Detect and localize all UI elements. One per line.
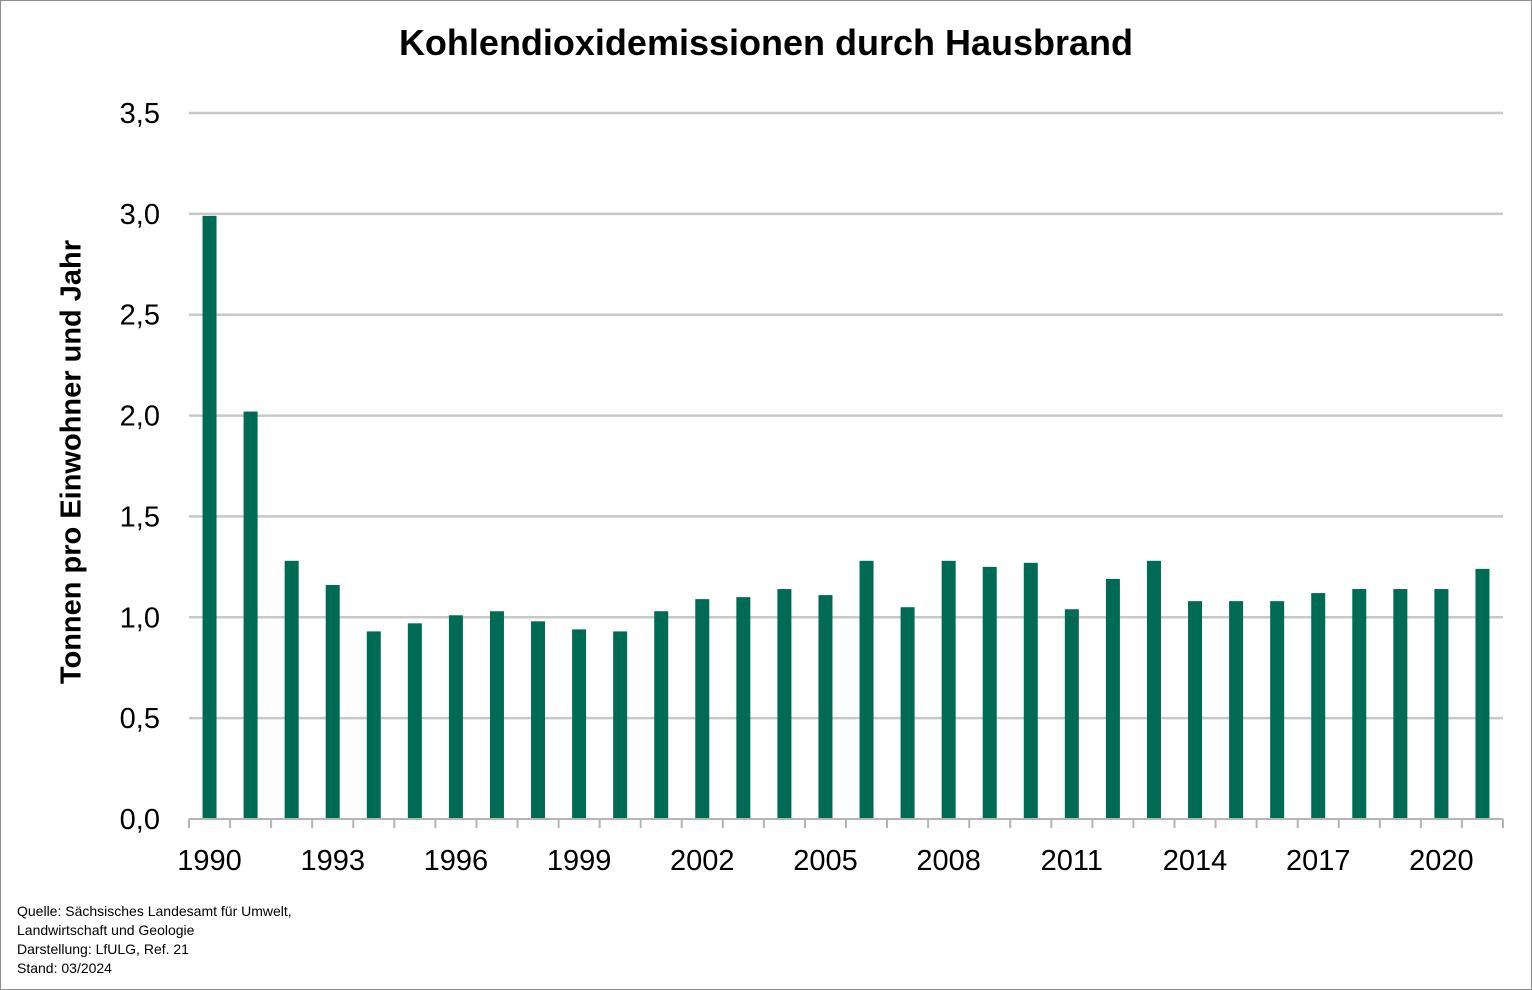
bar [1188,601,1203,819]
bar [654,611,669,819]
bar [1393,589,1408,819]
x-tick-label: 2008 [916,845,981,877]
bar [366,631,381,819]
bar [531,621,546,819]
y-tick-label: 3,0 [120,199,160,231]
bar [1311,593,1326,819]
bar [859,560,874,819]
bar [1229,601,1244,819]
bar [695,599,710,819]
bar [1352,589,1367,819]
x-tick-label: 2005 [793,845,858,877]
chart-title: Kohlendioxidemissionen durch Hausbrand [398,22,1134,63]
bar [736,597,751,819]
x-tick-label: 2017 [1286,845,1351,877]
bar [982,566,997,819]
x-tick-label: 1990 [177,845,242,877]
y-tick-label: 3,5 [120,98,160,130]
bar [243,411,258,819]
bar [1434,589,1449,819]
bar [1270,601,1285,819]
source-line: Darstellung: LfULG, Ref. 21 [17,941,189,957]
bar [407,623,422,819]
bar [818,595,833,819]
source-line: Quelle: Sächsisches Landesamt für Umwelt… [17,903,292,919]
x-tick-label: 2014 [1163,845,1228,877]
bar [448,615,463,819]
y-tick-label: 0,0 [120,804,160,836]
x-tick-label: 1993 [300,845,365,877]
bar [202,215,217,820]
x-tick-label: 1996 [424,845,489,877]
y-tick-label: 0,5 [120,703,160,735]
x-tick-label: 2011 [1041,845,1103,877]
bar [325,585,340,819]
bar [489,611,504,819]
bar [1475,568,1490,819]
y-tick-label: 2,5 [120,300,160,332]
bar [900,607,915,819]
bar [1105,578,1120,819]
bar [284,560,299,819]
bar [613,631,628,819]
bar [941,560,956,819]
y-tick-label: 1,5 [120,501,160,533]
y-tick-label: 1,0 [120,602,160,634]
source-note: Quelle: Sächsisches Landesamt für Umwelt… [17,902,292,978]
bar [777,589,792,819]
bar [1064,609,1079,819]
bar [1146,560,1161,819]
bar [1023,562,1038,819]
y-tick-label: 2,0 [120,401,160,433]
x-tick-label: 1999 [547,845,612,877]
bar [572,629,587,819]
source-line: Landwirtschaft und Geologie [17,922,195,938]
x-tick-label: 2020 [1409,845,1474,877]
x-tick-label: 2002 [670,845,735,877]
source-line: Stand: 03/2024 [17,960,112,976]
